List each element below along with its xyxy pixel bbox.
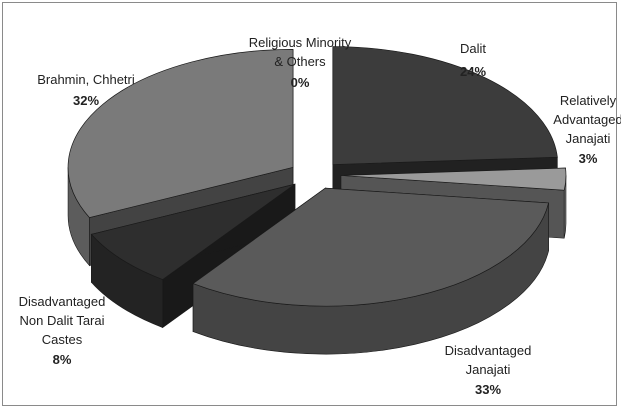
label-line: Janajati [566,131,611,146]
percent-label: 24% [460,64,486,79]
label-line: Disadvantaged [19,294,106,309]
label-line: & Others [274,54,326,69]
label-disadvantaged-non-dalit-tarai: Disadvantaged Non Dalit Tarai Castes 8% [19,294,106,367]
pie-slices [67,46,567,355]
slice-top-face [192,187,549,307]
label-line: Janajati [466,362,511,377]
label-line: Disadvantaged [445,343,532,358]
label-brahmin-chhetri: Brahmin, Chhetri 32% [37,72,135,108]
label-line: Non Dalit Tarai [19,313,104,328]
label-disadvantaged-janajati: Disadvantaged Janajati 33% [445,343,532,397]
label-line: Religious Minority [249,35,352,50]
slice-top-face [332,46,558,165]
label-dalit: Dalit 24% [460,41,486,79]
percent-label: 32% [73,93,99,108]
slice-top-face [90,183,296,280]
percent-label: 8% [53,352,72,367]
percent-label: 0% [291,75,310,90]
label-religious-minority: Religious Minority & Others 0% [249,35,352,90]
label-line: Brahmin, Chhetri [37,72,135,87]
pie-slice-disadvantaged-janajati [192,187,549,355]
label-relatively-advantaged-janajati: Relatively Advantaged Janajati 3% [553,93,621,166]
label-line: Castes [42,332,83,347]
label-line: Dalit [460,41,486,56]
slice-top-face [67,48,294,218]
label-line: Advantaged [553,112,621,127]
label-line: Relatively [560,93,617,108]
percent-label: 3% [579,151,598,166]
slice-top-face [340,167,567,191]
percent-label: 33% [475,382,501,397]
